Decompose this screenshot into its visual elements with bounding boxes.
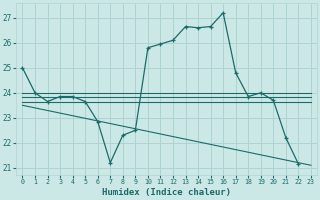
X-axis label: Humidex (Indice chaleur): Humidex (Indice chaleur) bbox=[102, 188, 231, 197]
